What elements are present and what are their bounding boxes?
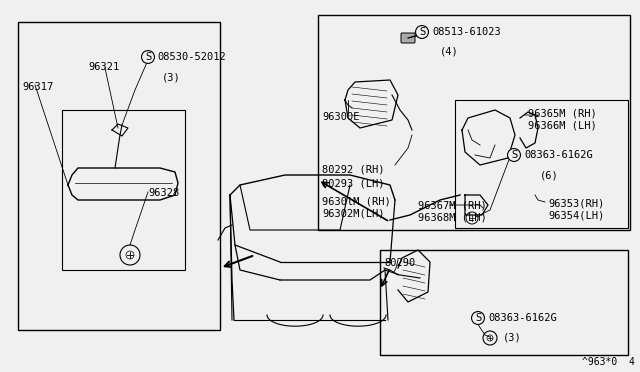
Text: 96366M (LH): 96366M (LH) <box>528 121 596 131</box>
Text: 96302M(LH): 96302M(LH) <box>322 209 385 219</box>
Bar <box>318 15 630 230</box>
Text: 96317: 96317 <box>22 82 53 92</box>
Text: ^963*0  4: ^963*0 4 <box>582 357 635 367</box>
Text: 80293 (LH): 80293 (LH) <box>322 178 385 188</box>
Text: S: S <box>419 27 425 37</box>
Text: 96300E: 96300E <box>322 112 360 122</box>
Text: 08363-6162G: 08363-6162G <box>488 313 557 323</box>
Bar <box>62 110 185 270</box>
Text: (6): (6) <box>540 170 559 180</box>
Text: 08513-61023: 08513-61023 <box>432 27 500 37</box>
FancyBboxPatch shape <box>401 33 415 43</box>
Text: (4): (4) <box>440 46 459 56</box>
Text: 80292 (RH): 80292 (RH) <box>322 165 385 175</box>
Text: (3): (3) <box>503 333 522 343</box>
Bar <box>455 100 628 228</box>
Bar <box>18 22 220 330</box>
Text: 08530-52012: 08530-52012 <box>157 52 226 62</box>
Text: 96328: 96328 <box>148 188 179 198</box>
Text: 08363-6162G: 08363-6162G <box>524 150 593 160</box>
Text: 96367M (RH): 96367M (RH) <box>418 200 487 210</box>
Text: S: S <box>475 313 481 323</box>
Text: 96321: 96321 <box>88 62 119 72</box>
Text: 96354(LH): 96354(LH) <box>548 211 604 221</box>
Text: S: S <box>145 52 151 62</box>
Bar <box>380 250 628 355</box>
Text: 96353(RH): 96353(RH) <box>548 198 604 208</box>
Text: 9630lM (RH): 9630lM (RH) <box>322 196 391 206</box>
Text: 96365M (RH): 96365M (RH) <box>528 108 596 118</box>
Text: 96368M (LH): 96368M (LH) <box>418 213 487 223</box>
Text: (3): (3) <box>162 72 180 82</box>
Text: S: S <box>511 150 517 160</box>
Text: 80290: 80290 <box>384 258 415 268</box>
